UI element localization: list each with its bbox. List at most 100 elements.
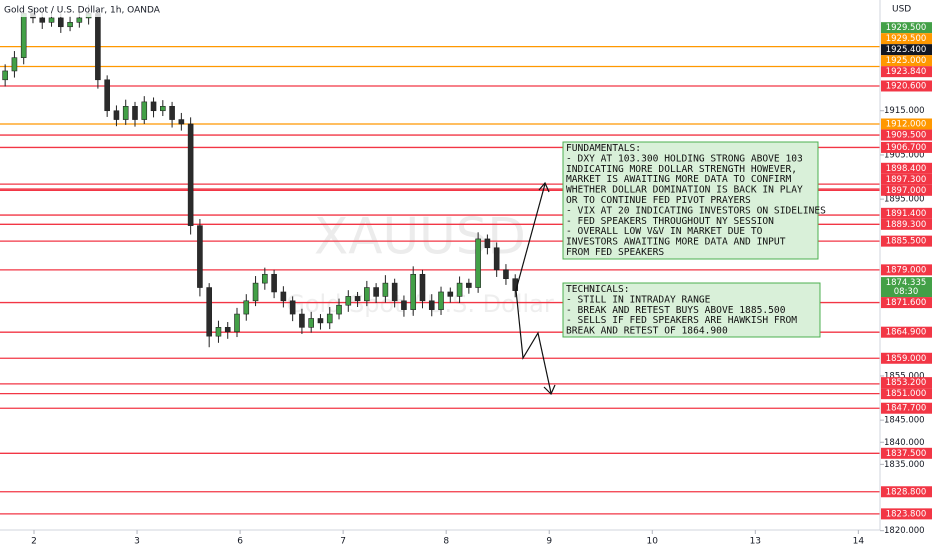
price-badge-label: 1897.300 (886, 175, 927, 185)
candle-body (410, 273, 417, 310)
currency: USD (892, 5, 911, 15)
price-badge (881, 326, 932, 338)
candle-body (345, 296, 352, 306)
candle-body (113, 110, 120, 120)
chart-title: Gold Spot / U.S. Dollar, 1h, OANDA (4, 6, 161, 16)
price-badge-label: 1929.500 (886, 34, 927, 44)
y-tick-label: 1840.000 (884, 438, 925, 448)
projection-arrows (515, 181, 556, 396)
technicals-box (562, 282, 821, 338)
x-tick-label: 13 (750, 537, 761, 547)
y-tick-label: 1915.000 (884, 106, 925, 116)
arrow-down (515, 289, 552, 394)
price-badge-label: 1859.000 (886, 354, 927, 364)
candle-body (484, 238, 491, 249)
candle-body (57, 17, 64, 28)
candle-body (382, 282, 389, 297)
candle-body (150, 101, 157, 112)
candles (2, 4, 519, 348)
price-badge-label: 1889.300 (886, 220, 927, 230)
candle-body (187, 123, 194, 226)
price-badge-label: 1920.600 (886, 81, 927, 91)
price-badge (881, 66, 932, 78)
price-badge-label: 1847.700 (886, 404, 927, 414)
price-badge-label: 1891.400 (886, 209, 927, 219)
annotation-line: INDICATING MORE DOLLAR STRENGTH HOWEVER, (566, 164, 797, 175)
price-badge-label: 1871.600 (886, 298, 927, 308)
candle-body (20, 13, 27, 58)
price-badge (881, 277, 932, 298)
annotation-line: INVESTORS AWAITING MORE DATA AND INPUT (566, 237, 786, 248)
arrow-head (538, 181, 550, 193)
price-badge (881, 55, 932, 67)
candle-body (2, 70, 8, 81)
candle-body (48, 17, 55, 23)
arrow-head (543, 384, 556, 396)
x-tick-label: 2 (31, 537, 37, 547)
y-tick-label: 1895.000 (884, 195, 925, 205)
candle-body (243, 300, 250, 315)
annotation-line: - VIX AT 20 INDICATING INVESTORS ON SIDE… (566, 205, 826, 216)
price-badge-label: 1874.335 (886, 278, 927, 288)
x-tick-label: 9 (546, 537, 552, 547)
x-tick-label: 14 (853, 537, 865, 547)
price-badge-label: 1925.400 (886, 45, 927, 55)
candle-body (364, 287, 370, 302)
annotation-line: FROM FED SPEAKERS (566, 247, 664, 258)
candle-body (224, 327, 231, 333)
price-badge (881, 162, 932, 174)
price-badge-label: 1828.800 (886, 487, 927, 497)
watermark: XAUUSD (314, 208, 526, 266)
annotation-line: - OVERALL LOW V&V IN MARKET DUE TO (566, 226, 763, 237)
candle-body (466, 282, 472, 288)
price-badge-label: 1885.500 (886, 237, 927, 247)
candle-body (317, 318, 324, 324)
candle-body (493, 247, 500, 271)
price-badge-label: 1864.900 (886, 328, 927, 338)
price-badge-label: 1837.500 (886, 449, 927, 459)
price-badge-label: 1879.000 (886, 265, 927, 275)
price-badge (881, 402, 932, 414)
candle-body (262, 273, 268, 284)
axes: 1915.000 1905.000 1895.000 1855.000 1845.000… (31, 22, 932, 547)
y-tick-label: 1855.000 (884, 371, 925, 381)
annotation-line: WHETHER DOLLAR DOMINATION IS BACK IN PLA… (566, 185, 803, 196)
candle-body (289, 300, 296, 315)
candle-body (234, 313, 240, 333)
candle-body (141, 101, 148, 120)
candle-body (438, 291, 444, 310)
candle-body (401, 300, 407, 310)
price-badge (881, 22, 932, 34)
annotation-line: - FED SPEAKERS THROUGHOUT NY SESSION (566, 216, 774, 227)
annotation-line: - STILL IN INTRADAY RANGE (566, 294, 711, 305)
candle-body (336, 304, 342, 315)
price-badge-label: 1912.000 (886, 119, 927, 129)
price-badge (881, 264, 932, 276)
annotation-line: - DXY AT 103.300 HOLDING STRONG ABOVE 10… (566, 153, 803, 164)
price-badge (881, 377, 932, 389)
candle-body (178, 119, 185, 125)
candle-body (326, 313, 333, 324)
candle-body (503, 269, 509, 280)
price-badge (881, 141, 932, 153)
candle-body (373, 287, 379, 297)
price-badge-label: 1925.000 (886, 56, 927, 66)
candle-body (104, 79, 110, 112)
y-tick-label: 1905.000 (884, 150, 925, 160)
annotation-line: - SELLS IF FED SPEAKERS ARE HAWKISH FROM (566, 315, 797, 326)
candle-body (95, 13, 101, 81)
candle-body (169, 106, 175, 120)
candle-body (391, 282, 398, 302)
candle-body (67, 22, 73, 28)
price-badge-label: 1929.500 (886, 23, 927, 33)
y-tick-label: 1820.000 (884, 526, 925, 536)
candle-body (475, 238, 481, 288)
candle-body (206, 287, 212, 337)
price-badge-label: 1851.000 (886, 389, 927, 399)
price-badge (881, 129, 932, 141)
y-tick-label: 1835.000 (884, 460, 925, 470)
price-badge (881, 207, 932, 219)
candle-body (271, 273, 277, 293)
price-badge (881, 486, 932, 498)
